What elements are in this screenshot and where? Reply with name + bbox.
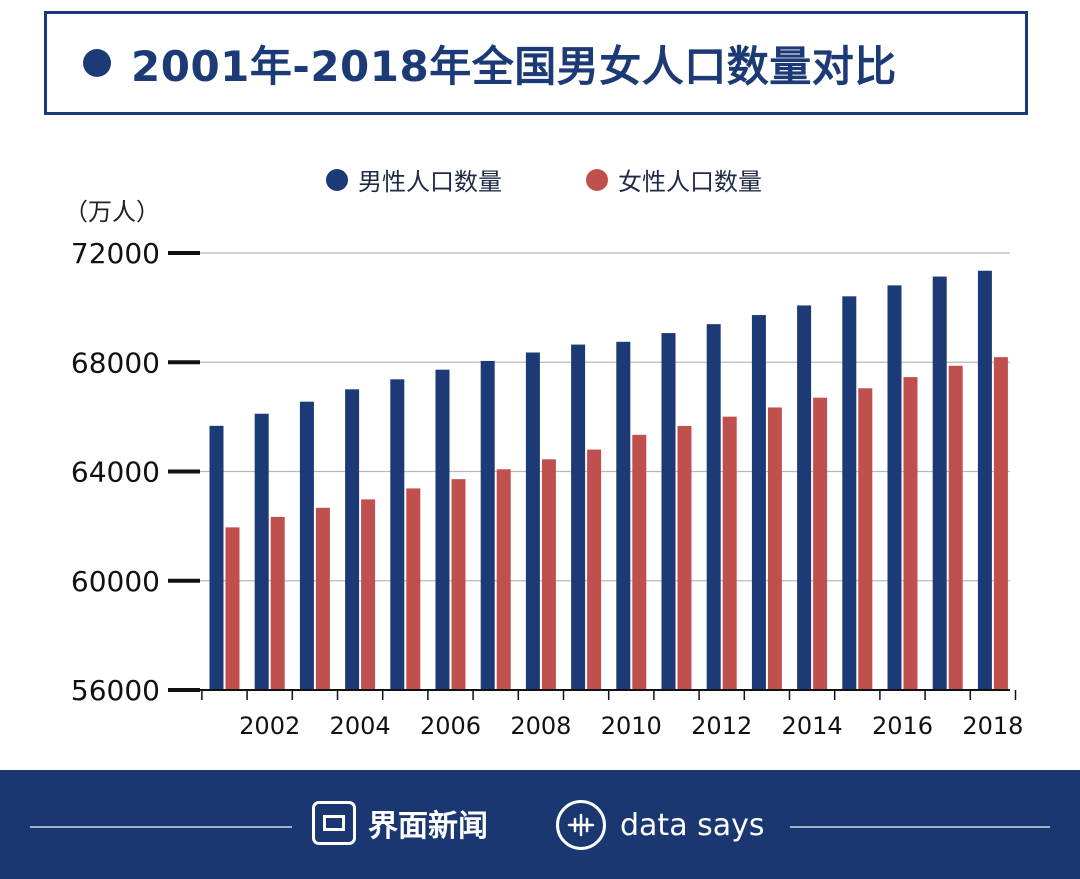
x-tick-label: 2002	[239, 712, 300, 740]
footer-divider-right	[790, 826, 1050, 828]
bar-male	[254, 413, 269, 690]
bar-male	[299, 401, 314, 690]
bar-female	[948, 365, 963, 690]
bar-female	[903, 377, 918, 690]
bar-male	[661, 333, 676, 690]
bar-male	[887, 285, 902, 690]
bar-male	[480, 360, 495, 690]
legend-label-male: 男性人口数量	[358, 168, 502, 196]
bar-male	[345, 389, 360, 690]
bar-male	[751, 315, 766, 690]
y-tick-label: 56000	[71, 674, 160, 707]
bar-female	[722, 416, 737, 690]
bar-female	[632, 434, 647, 690]
x-tick-label: 2018	[962, 712, 1023, 740]
bar-male	[842, 296, 857, 690]
bar-male	[797, 305, 812, 690]
bar-female	[496, 469, 511, 690]
y-tick-label: 64000	[71, 456, 160, 489]
bar-female	[315, 507, 330, 690]
bar-male	[571, 344, 586, 690]
bar-female	[993, 357, 1008, 690]
x-tick-label: 2014	[782, 712, 843, 740]
bar-female	[270, 516, 285, 690]
bar-female	[541, 459, 556, 690]
bar-female	[767, 407, 782, 690]
chart-title: 2001年-2018年全国男女人口数量对比	[131, 41, 897, 91]
x-tick-label: 2012	[691, 712, 752, 740]
brand-jiemian: 界面新闻	[312, 801, 488, 845]
x-tick-label: 2010	[601, 712, 662, 740]
legend: 男性人口数量 女性人口数量	[326, 162, 846, 197]
y-tick-label: 68000	[71, 346, 160, 379]
jiemian-logo-icon	[312, 801, 356, 845]
bar-female	[858, 388, 873, 690]
legend-label-female: 女性人口数量	[618, 168, 762, 196]
bar-male	[932, 276, 947, 690]
x-tick-label: 2008	[510, 712, 571, 740]
x-tick-label: 2006	[420, 712, 481, 740]
bar-female	[587, 449, 602, 690]
title-box: 2001年-2018年全国男女人口数量对比	[44, 11, 1028, 115]
datasays-logo-icon	[556, 800, 606, 850]
brand-datasays: data says	[556, 800, 765, 850]
legend-item-male: 男性人口数量	[326, 162, 502, 197]
bar-female	[406, 488, 421, 690]
x-tick-label: 2016	[872, 712, 933, 740]
bar-male	[616, 341, 631, 690]
bar-male	[209, 425, 224, 690]
y-axis-unit-label: （万人）	[64, 198, 160, 226]
bar-male	[706, 324, 721, 690]
bar-chart: （万人） 56000 60000 64000 68000 72000 2002 2004 20…	[64, 198, 1023, 740]
legend-swatch-male	[326, 168, 348, 191]
y-tick-label: 72000	[71, 237, 160, 270]
bar-female	[225, 527, 240, 690]
brand-cn-text: 界面新闻	[368, 809, 488, 844]
bar-male	[977, 270, 992, 690]
footer-divider-left	[30, 826, 292, 828]
brand-en-text: data says	[620, 807, 765, 843]
bar-male	[390, 379, 405, 690]
x-tick-label: 2004	[330, 712, 391, 740]
footer-bar: 界面新闻 data says	[0, 770, 1080, 879]
legend-swatch-female	[586, 168, 608, 191]
title-bullet-icon	[83, 49, 111, 77]
bar-female	[451, 479, 466, 690]
y-tick-label: 60000	[71, 565, 160, 598]
bar-female	[361, 499, 376, 690]
bar-female	[677, 425, 692, 690]
bar-male	[435, 369, 450, 690]
bar-male	[525, 352, 540, 690]
legend-item-female: 女性人口数量	[586, 162, 762, 197]
bar-female	[813, 397, 828, 690]
